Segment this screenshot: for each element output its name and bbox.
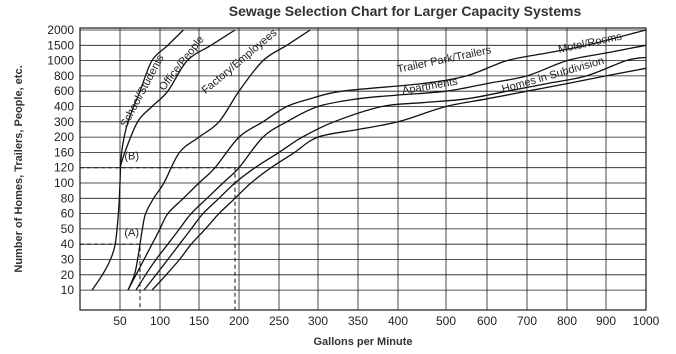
y-tick-label: 120 bbox=[54, 161, 74, 175]
curve-labels: School/StudentsOffice/PeopleFactory/Empl… bbox=[118, 27, 623, 130]
y-tick-label: 30 bbox=[61, 253, 75, 267]
guide-line-b bbox=[80, 167, 236, 310]
annotation-b: (B) bbox=[124, 151, 139, 163]
curve-factory-employees bbox=[127, 29, 311, 291]
curves bbox=[91, 29, 647, 291]
y-tick-label: 200 bbox=[54, 130, 74, 144]
y-tick-label: 100 bbox=[54, 176, 74, 190]
guide-line-a bbox=[80, 243, 141, 310]
x-tick-label: 400 bbox=[388, 314, 408, 328]
x-tick-labels: 50 100 150 200 250 300 350 400 500 600 700 800 900 10… bbox=[113, 314, 659, 328]
y-tick-label: 1000 bbox=[47, 54, 74, 68]
y-tick-label: 800 bbox=[54, 69, 74, 83]
curve-trailer-park-trailers bbox=[127, 29, 647, 291]
x-tick-label: 50 bbox=[113, 314, 127, 328]
curve-label-factory-employees: Factory/Employees bbox=[200, 27, 280, 97]
x-tick-label: 100 bbox=[150, 314, 170, 328]
curve-label-apartments: Apartments bbox=[401, 76, 459, 98]
curve-office-people bbox=[119, 29, 236, 168]
y-tick-label: 50 bbox=[61, 222, 75, 236]
y-tick-label: 160 bbox=[54, 145, 74, 159]
y-tick-label: 400 bbox=[54, 100, 74, 114]
x-tick-label: 900 bbox=[596, 314, 616, 328]
y-tick-label: 80 bbox=[61, 191, 75, 205]
y-tick-label: 40 bbox=[61, 237, 75, 251]
x-tick-label: 800 bbox=[557, 314, 577, 328]
x-tick-label: 350 bbox=[348, 314, 368, 328]
y-tick-label: 10 bbox=[61, 283, 75, 297]
x-tick-label: 500 bbox=[436, 314, 456, 328]
x-tick-label: 700 bbox=[517, 314, 537, 328]
y-tick-label: 20 bbox=[61, 268, 75, 282]
chart-title: Sewage Selection Chart for Larger Capaci… bbox=[229, 3, 582, 19]
y-tick-label: 600 bbox=[54, 84, 74, 98]
x-axis-label: Gallons per Minute bbox=[313, 336, 412, 348]
guide-lines bbox=[80, 167, 236, 310]
x-tick-label: 1000 bbox=[633, 314, 660, 328]
x-tick-label: 250 bbox=[269, 314, 289, 328]
curve-apartments bbox=[143, 56, 647, 291]
x-tick-label: 300 bbox=[308, 314, 328, 328]
x-tick-label: 200 bbox=[229, 314, 249, 328]
curve-motel-rooms bbox=[135, 44, 647, 291]
y-tick-label: 1500 bbox=[47, 38, 74, 52]
curve-label-trailer-park-trailers: Trailer Park/Trailers bbox=[396, 44, 493, 76]
y-tick-label: 300 bbox=[54, 115, 74, 129]
x-tick-label: 600 bbox=[477, 314, 497, 328]
y-tick-label: 60 bbox=[61, 207, 75, 221]
y-axis-label: Number of Homes, Trailers, People, etc. bbox=[13, 65, 25, 272]
annotation-a: (A) bbox=[124, 227, 139, 239]
curve-homes-in-subdivision bbox=[151, 67, 647, 291]
x-tick-label: 150 bbox=[189, 314, 209, 328]
plot-frame bbox=[79, 27, 647, 311]
annotations: (A) (B) bbox=[124, 151, 139, 240]
y-tick-label: 2000 bbox=[47, 23, 74, 37]
